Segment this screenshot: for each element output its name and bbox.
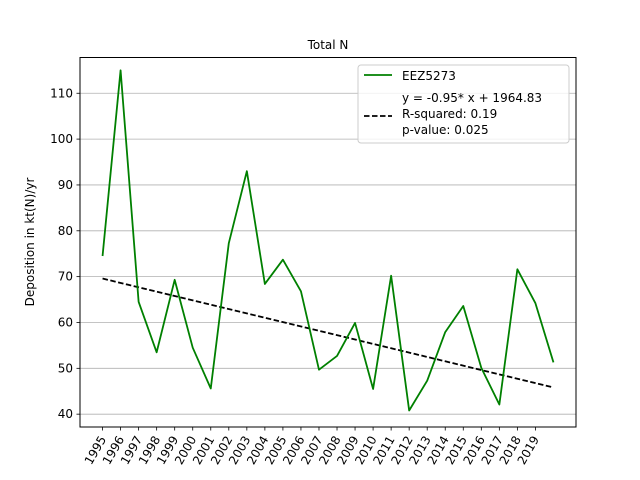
y-axis-label: Deposition in kt(N)/yr	[23, 178, 37, 307]
y-tick-label: 100	[50, 132, 73, 146]
trend-line	[102, 277, 554, 389]
legend-label-trend-equation: y = -0.95* x + 1964.83	[402, 91, 542, 105]
y-tick-label: 80	[58, 224, 73, 238]
legend-label-trend-rsquared: R-squared: 0.19	[402, 107, 497, 121]
y-tick-label: 110	[50, 86, 73, 100]
x-axis: 1995199619971998199920002001200220032004…	[82, 427, 542, 467]
y-axis: 40 50 60 70 80 90 100 110	[50, 86, 80, 421]
trend-line-layer	[102, 277, 554, 389]
legend: EEZ5273 y = -0.95* x + 1964.83 R-squared…	[357, 64, 570, 144]
y-tick-label: 40	[58, 407, 73, 421]
y-tick-label: 60	[58, 315, 73, 329]
y-tick-label: 70	[58, 270, 73, 284]
plot-frame	[79, 57, 577, 428]
series-line	[101, 69, 555, 412]
chart-title: Total N	[307, 38, 349, 52]
legend-box	[357, 64, 570, 144]
legend-label-trend-pvalue: p-value: 0.025	[402, 123, 489, 137]
legend-label-series: EEZ5273	[402, 69, 456, 83]
y-tick-label: 50	[58, 361, 73, 375]
series-layer	[101, 69, 555, 412]
y-tick-label: 90	[58, 178, 73, 192]
